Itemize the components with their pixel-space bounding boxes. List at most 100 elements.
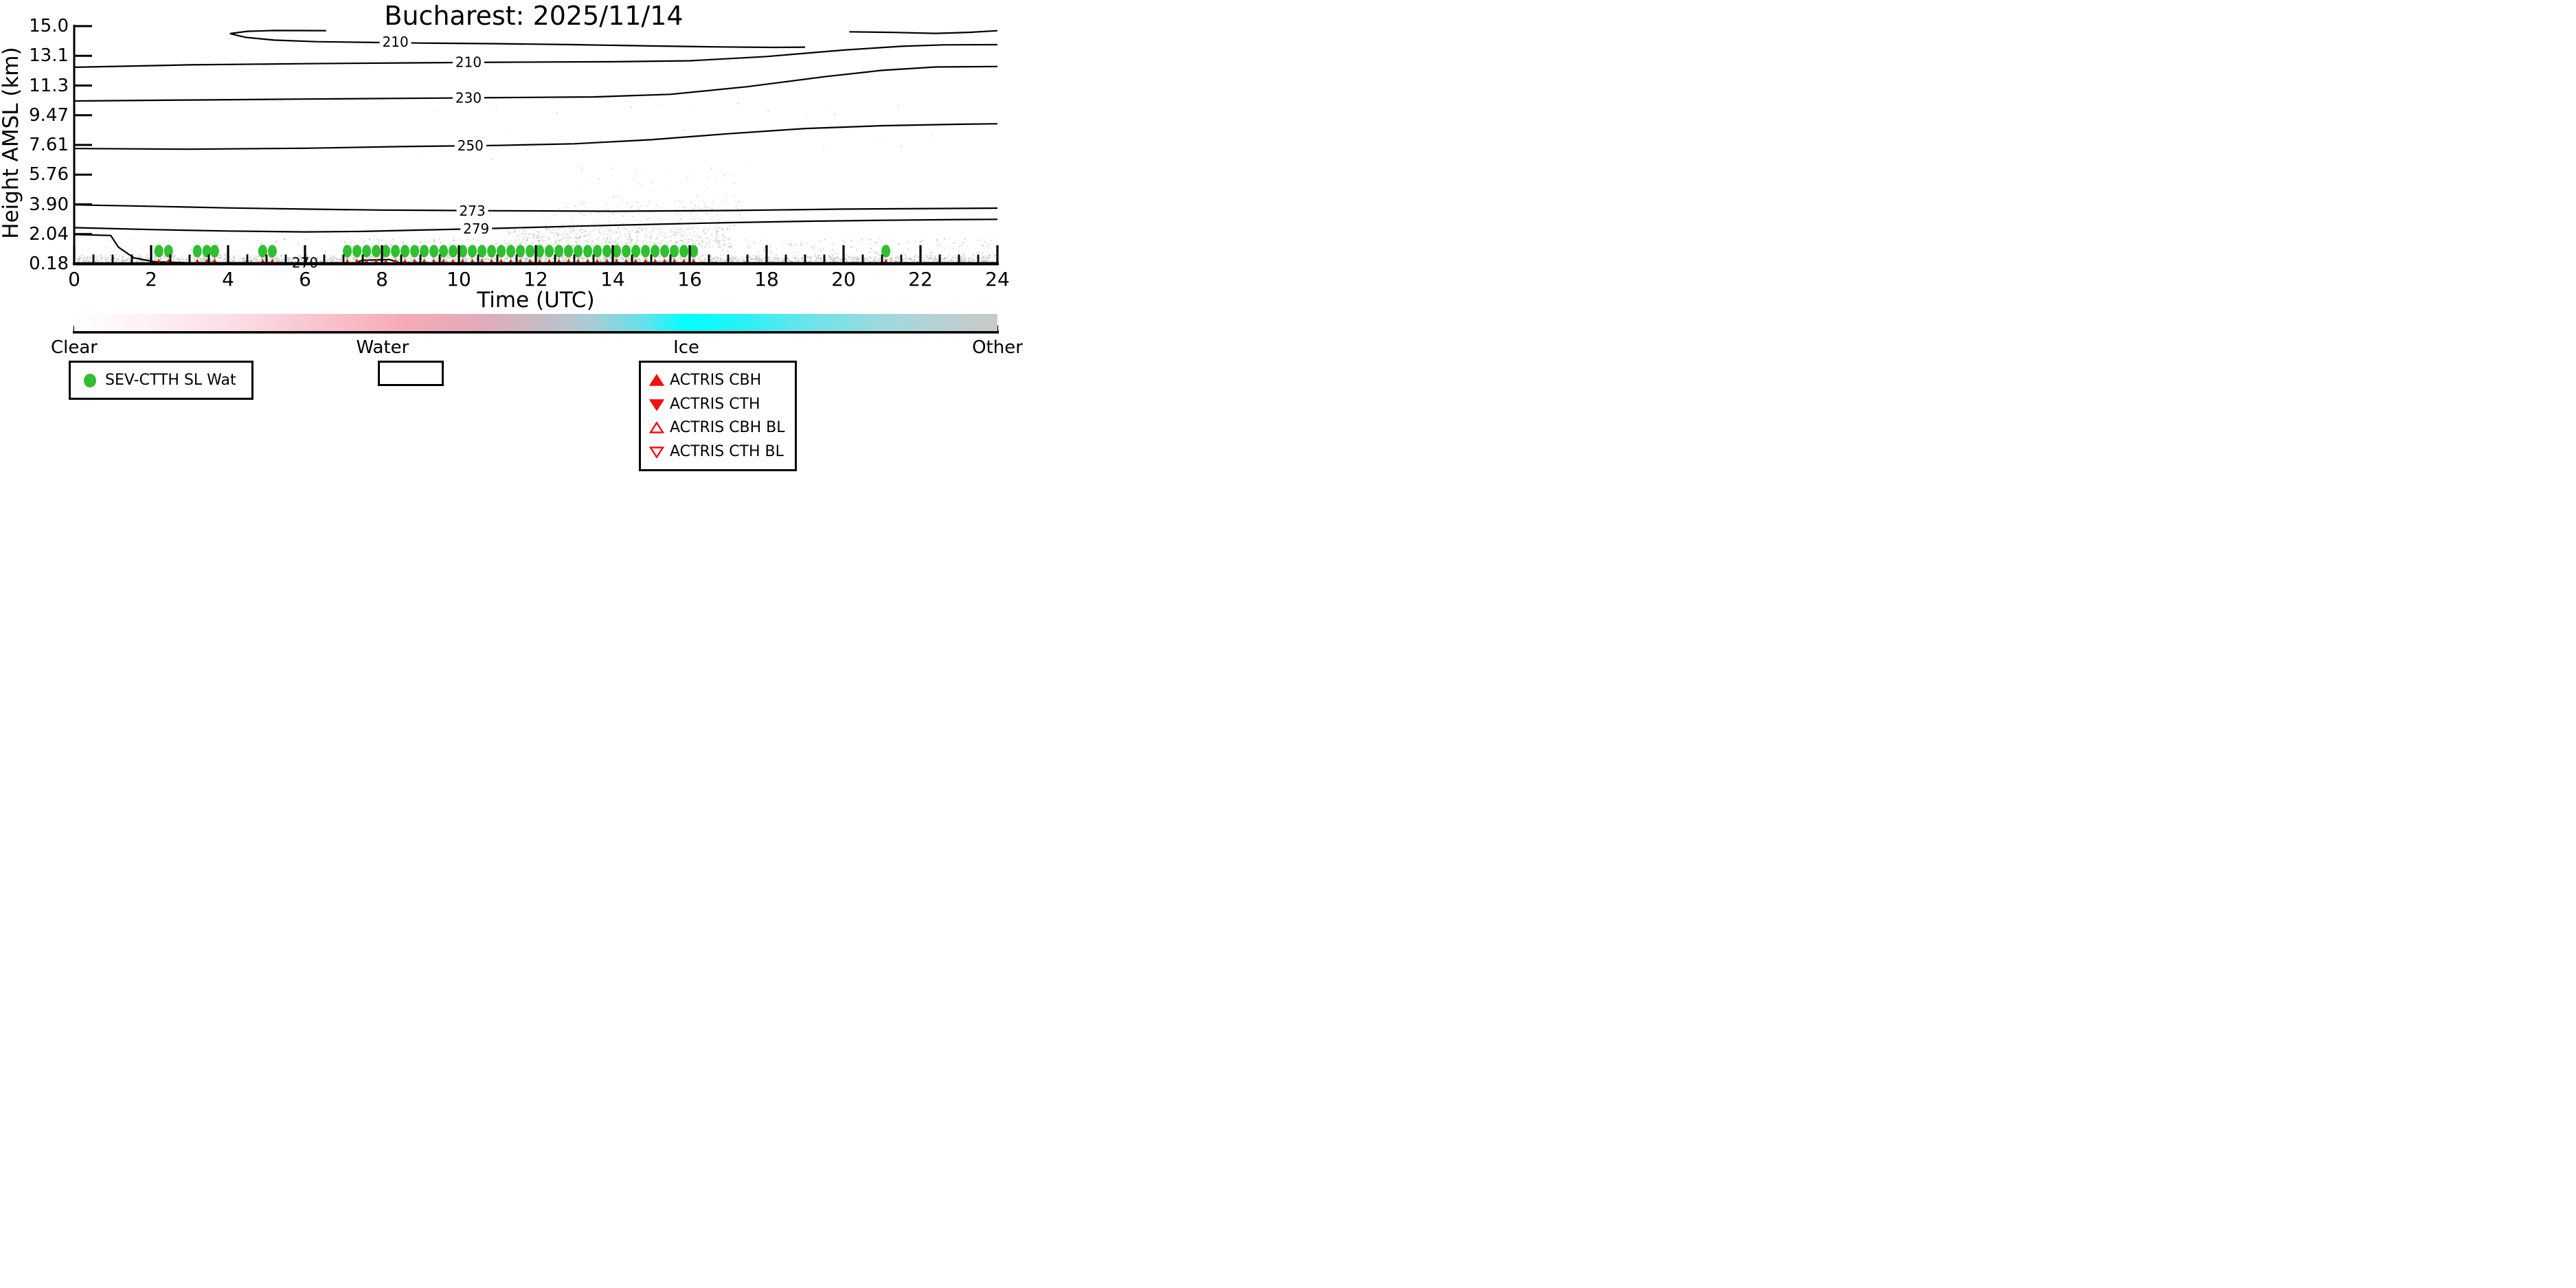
y-tick-label: 2.04 — [29, 223, 69, 245]
contour-line-210 — [74, 43, 998, 68]
sev-ctth-dot — [535, 245, 545, 258]
actris-cbh-marker — [260, 258, 265, 262]
sev-ctth-dot — [564, 245, 574, 258]
colorbar-label-other: Other — [972, 337, 1023, 358]
sev-ctth-dot — [622, 245, 631, 258]
x-tick-label: 14 — [600, 268, 625, 291]
x-tick-label: 4 — [222, 268, 234, 291]
actris-cbh-marker — [166, 258, 170, 262]
legend-item: ACTRIS CBH BL — [649, 419, 795, 436]
sev-ctth-dot — [487, 245, 497, 258]
contour-line-250 — [74, 123, 998, 150]
actris-cbh-marker — [374, 258, 379, 262]
legend-sev-label: SEV-CTTH SL Wat — [105, 372, 236, 389]
y-tick-label: 9.47 — [29, 104, 69, 126]
y-tick-label: 13.1 — [29, 45, 69, 67]
sev-ctth-dot — [343, 245, 352, 258]
actris-cbh-marker — [508, 258, 513, 262]
x-tick-label: 10 — [447, 268, 471, 291]
actris-cbh-marker — [393, 258, 398, 262]
sev-ctth-dot — [593, 245, 602, 258]
contour-label-210: 210 — [455, 54, 482, 71]
axes — [73, 25, 999, 266]
actris-cbh-markers — [157, 258, 888, 262]
contour-label-273: 273 — [460, 203, 486, 219]
actris-cbh-marker — [412, 258, 417, 262]
sev-ctth-dot — [154, 245, 163, 258]
legend-empty-box — [378, 361, 444, 386]
contour-label-210: 210 — [383, 34, 409, 50]
contour-line-273 — [74, 204, 998, 212]
sev-ctth-dot — [679, 245, 689, 258]
colorbar-label-ice: Ice — [673, 337, 700, 358]
sev-ctth-dot — [420, 245, 429, 258]
actris-cbh-marker — [212, 258, 217, 262]
y-tick-label: 11.3 — [29, 75, 69, 96]
x-tick-label: 18 — [754, 268, 779, 291]
sev-ctth-dot — [267, 245, 277, 258]
sev-ctth-dot — [258, 245, 267, 258]
sev-ctth-dot — [372, 245, 381, 258]
y-tick-label: 5.76 — [29, 164, 69, 185]
legend-item-label: ACTRIS CBH BL — [670, 419, 785, 437]
sev-ctth-dots — [154, 245, 891, 258]
sev-ctth-dot — [468, 245, 477, 258]
sev-ctth-dot-icon — [84, 373, 96, 387]
sev-ctth-dot — [545, 245, 554, 258]
contour-label-279: 279 — [463, 221, 489, 237]
y-tick-label: 15.0 — [29, 16, 69, 36]
actris-cbh-marker — [595, 258, 600, 262]
contour-label-230: 230 — [455, 89, 482, 106]
cloud-height-figure: 210210230250273279270 Bucharest: 2025/11… — [0, 0, 1030, 515]
y-tick-label: 7.61 — [29, 135, 69, 155]
plot-canvas: 210210230250273279270 — [73, 25, 999, 334]
triangle-down-filled-icon — [649, 399, 664, 411]
y-tick-label: 0.18 — [29, 253, 69, 274]
sev-ctth-dot — [881, 245, 891, 258]
category-colorbar — [74, 314, 997, 331]
actris-cbh-marker — [195, 258, 199, 262]
x-tick-label: 8 — [376, 268, 388, 291]
actris-cbh-marker — [681, 258, 686, 262]
contour-lines — [74, 30, 998, 264]
x-axis-label: Time (UTC) — [477, 288, 595, 313]
sev-ctth-dot — [410, 245, 420, 258]
actris-cbh-marker — [672, 258, 677, 262]
sev-ctth-dot — [651, 245, 660, 258]
legend-item: ACTRIS CBH — [649, 372, 795, 389]
sev-ctth-dot — [583, 245, 593, 258]
contour-line-279 — [74, 218, 998, 233]
legend-item: ACTRIS CTH BL — [649, 443, 795, 460]
noise-speckles — [75, 103, 999, 265]
sev-ctth-dot — [602, 245, 612, 258]
actris-cbh-marker — [205, 258, 209, 262]
actris-cbh-marker — [422, 258, 427, 262]
sev-ctth-dot — [641, 245, 651, 258]
sev-ctth-dot — [391, 245, 400, 258]
x-tick-label: 2 — [145, 268, 157, 291]
actris-cbh-marker — [470, 258, 475, 262]
sev-ctth-dot — [477, 245, 487, 258]
actris-cbh-marker — [345, 258, 350, 262]
sev-ctth-dot — [449, 245, 458, 258]
actris-cbh-marker — [451, 258, 455, 262]
sev-ctth-dot — [210, 245, 219, 258]
sev-ctth-dot — [202, 245, 212, 258]
page-title: Bucharest: 2025/11/14 — [384, 1, 683, 31]
actris-cbh-marker — [624, 258, 629, 262]
x-tick-label: 24 — [985, 268, 1010, 291]
legend-item-label: ACTRIS CTH — [670, 395, 760, 413]
actris-cbh-marker — [691, 258, 696, 262]
actris-cbh-marker — [547, 258, 552, 262]
sev-ctth-dot — [429, 245, 439, 258]
actris-cbh-marker — [157, 258, 161, 262]
x-tick-label: 22 — [908, 268, 933, 291]
triangle-down-open-icon — [649, 446, 664, 458]
actris-cbh-marker — [354, 258, 359, 262]
legend-actris: ACTRIS CBH ACTRIS CTH ACTRIS CBH BL ACTRIS … — [639, 361, 797, 471]
sev-ctth-dot — [381, 245, 391, 258]
actris-cbh-marker — [605, 258, 609, 262]
sev-ctth-dot — [660, 245, 670, 258]
x-tick-label: 20 — [831, 268, 856, 291]
actris-cbh-marker — [556, 258, 561, 262]
